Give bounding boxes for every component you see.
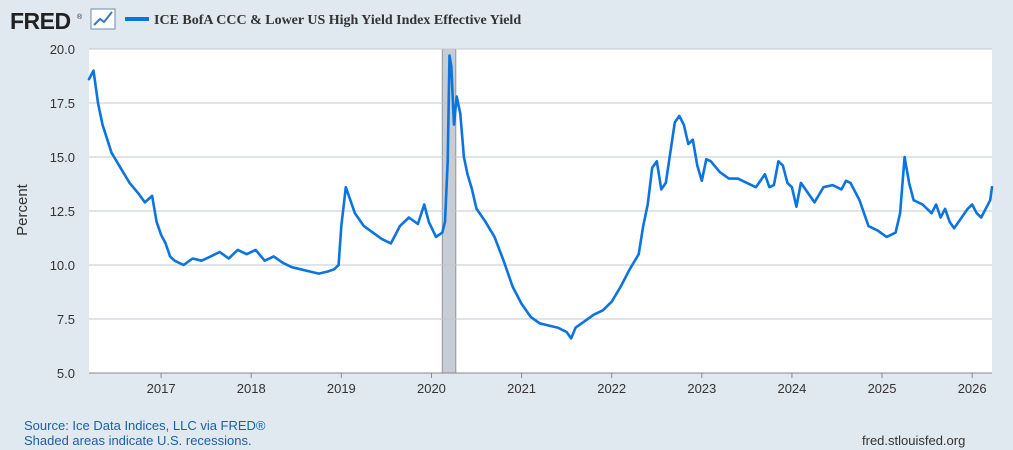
x-tick-label: 2023 bbox=[687, 381, 716, 396]
x-axis-ticks: 2017 2018 2019 2020 2021 2022 2023 2024 2025 2026 bbox=[147, 373, 987, 396]
y-tick-label: 10.0 bbox=[50, 258, 75, 273]
fred-graph-icon bbox=[90, 8, 116, 30]
x-tick-label: 2018 bbox=[237, 381, 266, 396]
x-tick-label: 2019 bbox=[327, 381, 356, 396]
x-tick-label: 2017 bbox=[147, 381, 176, 396]
legend[interactable]: ICE BofA CCC & Lower US High Yield Index… bbox=[125, 13, 521, 28]
y-tick-label: 15.0 bbox=[50, 150, 75, 165]
x-tick-label: 2022 bbox=[597, 381, 626, 396]
x-tick-label: 2025 bbox=[868, 381, 897, 396]
x-tick-label: 2024 bbox=[777, 381, 806, 396]
gridlines bbox=[89, 48, 992, 374]
y-tick-label: 5.0 bbox=[57, 366, 75, 381]
series-layer[interactable] bbox=[87, 54, 994, 340]
registered-mark: ® bbox=[77, 13, 83, 21]
y-tick-label: 17.5 bbox=[50, 96, 75, 111]
source-note: Source: Ice Data Indices, LLC via FRED® bbox=[24, 418, 266, 433]
y-axis-ticks: 5.0 7.5 10.0 12.5 15.0 17.5 20.0 bbox=[50, 42, 75, 381]
legend-label: ICE BofA CCC & Lower US High Yield Index… bbox=[154, 13, 521, 28]
y-axis-title: Percent bbox=[14, 183, 31, 236]
series-line bbox=[87, 54, 994, 340]
y-tick-label: 12.5 bbox=[50, 204, 75, 219]
y-tick-label: 7.5 bbox=[57, 312, 75, 327]
fred-logo-text: FRED bbox=[10, 8, 71, 34]
x-tick-label: 2026 bbox=[958, 381, 987, 396]
y-tick-label: 20.0 bbox=[50, 42, 75, 57]
x-tick-label: 2020 bbox=[417, 381, 446, 396]
x-tick-label: 2021 bbox=[507, 381, 536, 396]
fred-logo[interactable]: FRED ® bbox=[10, 8, 116, 34]
recession-note: Shaded areas indicate U.S. recessions. bbox=[24, 433, 252, 448]
site-link[interactable]: fred.stlouisfed.org bbox=[862, 433, 966, 448]
